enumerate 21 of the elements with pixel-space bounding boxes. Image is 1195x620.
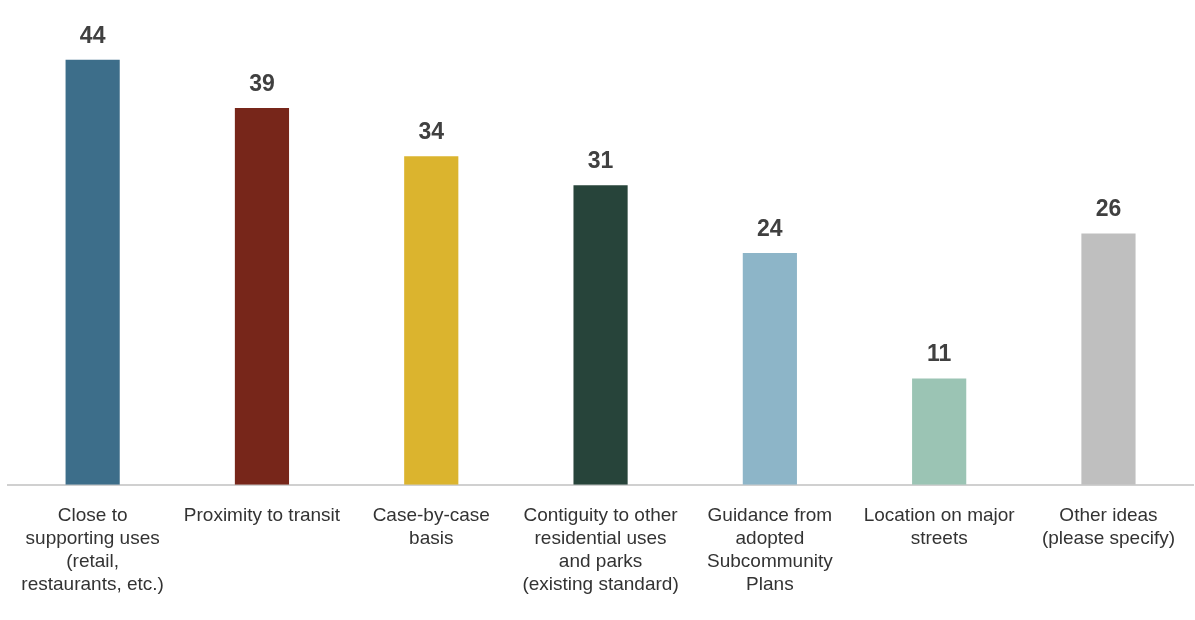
bar (234, 107, 290, 485)
bar (573, 185, 628, 485)
data-label: 34 (418, 118, 445, 145)
bar (912, 378, 967, 485)
data-label: 24 (757, 214, 783, 241)
bar (65, 59, 120, 485)
x-tick-label: Contiguity to other residential uses and parks (existing standard) (522, 504, 679, 594)
x-tick-label: Location on major streets (863, 504, 1016, 549)
x-tick-label: Other ideas (please specify) (1041, 504, 1175, 549)
x-tick-label: Guidance from adopted Subcommunity Plans (707, 504, 834, 594)
bar (1081, 233, 1136, 485)
x-tick-label: Case-by-case basis (372, 504, 490, 549)
x-tick-label: Close to supporting uses (retail, restaurants, etc.) (21, 504, 164, 594)
data-label: 44 (79, 21, 106, 48)
data-label: 39 (249, 69, 275, 96)
data-label: 31 (587, 147, 614, 174)
bar (404, 156, 459, 485)
bar (742, 252, 797, 485)
x-tick-label: Proximity to transit (183, 504, 341, 526)
data-label: 26 (1095, 195, 1122, 222)
data-label: 11 (927, 340, 952, 367)
